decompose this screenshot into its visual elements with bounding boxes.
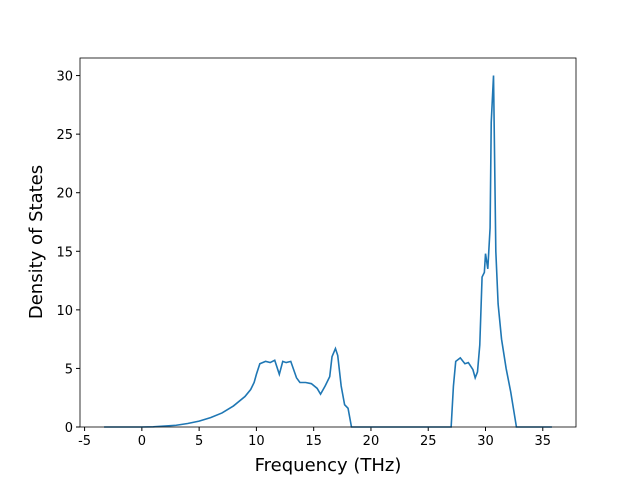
y-tick-label: 30 [56, 70, 73, 85]
x-axis-label: Frequency (THz) [255, 455, 402, 476]
x-tick-label: 10 [248, 434, 265, 449]
x-tick-label: 25 [420, 434, 437, 449]
x-tick-label: 0 [138, 434, 146, 449]
data-line [104, 75, 552, 428]
y-tick-label: 10 [56, 304, 73, 319]
x-tick-label: 35 [535, 434, 552, 449]
y-tick-label: 15 [56, 245, 73, 260]
x-tick-label: 5 [195, 434, 203, 449]
x-tick-label: 15 [305, 434, 322, 449]
y-tick-label: 25 [56, 128, 73, 143]
y-tick-label: 0 [65, 421, 73, 436]
plot-frame [79, 57, 577, 428]
y-tick-label: 20 [56, 187, 73, 202]
y-tick-label: 5 [65, 362, 73, 377]
x-tick-label: -5 [78, 434, 91, 449]
y-axis-label: Density of States [26, 165, 47, 319]
x-tick-label: 20 [363, 434, 380, 449]
x-tick-label: 30 [477, 434, 494, 449]
